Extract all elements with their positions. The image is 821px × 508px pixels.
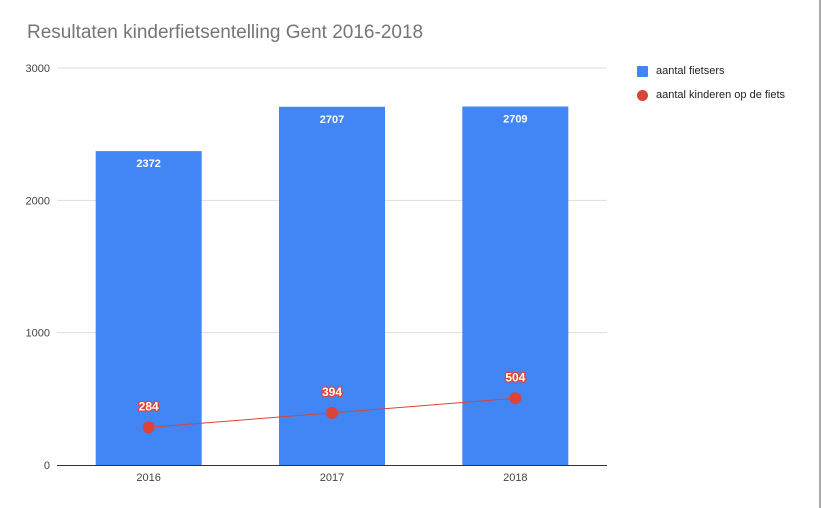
line-data-labels: 284 394 504 — [137, 369, 527, 415]
legend-label-line: aantal kinderen op de fiets — [656, 89, 786, 101]
bar-data-label: 2707 — [320, 114, 344, 126]
bar-data-label: 2372 — [136, 158, 160, 170]
legend-label-bars: aantal fietsers — [656, 65, 725, 77]
legend: aantal fietsers aantal kinderen op de fi… — [637, 61, 785, 109]
y-tick-label: 1000 — [26, 328, 50, 340]
y-tick-label: 2000 — [26, 195, 50, 207]
frame-edge — [819, 0, 821, 508]
legend-item-bars[interactable]: aantal fietsers — [637, 61, 785, 81]
point-data-label: 394 — [322, 385, 342, 399]
y-axis-tick-labels: 0 1000 2000 3000 — [26, 63, 50, 472]
x-tick-label: 2018 — [503, 472, 527, 484]
x-tick-label: 2016 — [136, 472, 160, 484]
bar-2017 — [279, 106, 385, 465]
y-tick-label: 0 — [44, 460, 50, 472]
point-2018 — [509, 392, 522, 405]
chart-title: Resultaten kinderfietsentelling Gent 201… — [27, 22, 424, 43]
point-data-label: 284 — [139, 399, 159, 413]
bar-data-label: 2709 — [503, 114, 527, 126]
point-2017 — [326, 406, 338, 419]
x-tick-label: 2017 — [320, 472, 344, 484]
x-axis-tick-labels: 2016 2017 2018 — [136, 472, 527, 484]
bar-data-labels: 2372 2707 2709 — [136, 114, 527, 171]
bar-series — [95, 106, 569, 465]
bar-2016 — [95, 151, 202, 465]
legend-swatch-line — [637, 89, 648, 101]
line-series — [142, 392, 522, 434]
bar-2018 — [462, 106, 569, 465]
legend-swatch-bar — [637, 65, 648, 77]
point-data-label: 504 — [505, 370, 525, 384]
y-tick-label: 3000 — [26, 63, 50, 75]
point-2016 — [142, 421, 155, 434]
legend-item-line[interactable]: aantal kinderen op de fiets — [637, 85, 785, 105]
